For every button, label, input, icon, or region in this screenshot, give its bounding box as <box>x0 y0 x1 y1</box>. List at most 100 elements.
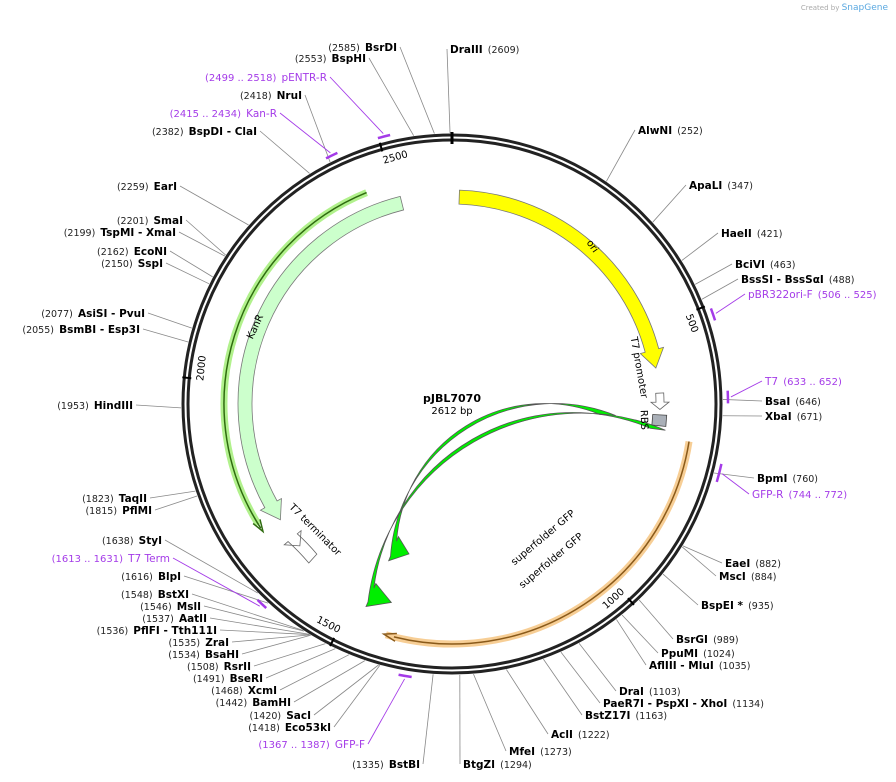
enzyme-label[interactable]: (2150) SspI <box>101 252 163 271</box>
enzyme-name: XcmI <box>248 685 277 697</box>
enzyme-name: BsrDI <box>365 42 397 54</box>
primers: (2499 .. 2518) pENTR-R (2415 .. 2434) Kan… <box>52 66 877 752</box>
enzyme-label[interactable]: HaeII (421) <box>721 222 782 241</box>
primer-range: (744 .. 772) <box>788 490 847 501</box>
enzyme-name: ApaLI <box>689 180 722 192</box>
primer-label[interactable]: (1367 .. 1387) GFP-F <box>258 733 365 752</box>
enzyme-label[interactable]: BtgZI (1294) <box>463 753 532 772</box>
primer-label[interactable]: T7 (633 .. 652) <box>764 370 842 389</box>
enzyme-label[interactable]: AclI (1222) <box>551 723 610 742</box>
tick-label: 2000 <box>195 355 208 381</box>
enzyme-label[interactable]: (2199) TspMI - XmaI <box>64 221 176 240</box>
enzyme-label[interactable]: XbaI (671) <box>765 405 822 424</box>
primer-leader-line <box>329 76 384 134</box>
enzyme-label[interactable]: (1418) Eco53kI <box>248 716 331 735</box>
enzyme-position: (2150) <box>101 259 133 270</box>
primer-leader-line <box>367 678 405 745</box>
enzyme-position: (1953) <box>57 401 89 412</box>
enzyme-label[interactable]: DraI (1103) <box>619 680 681 699</box>
enzyme-leader-line <box>149 490 196 499</box>
enzyme-site: AlwNI (252) <box>606 119 703 182</box>
enzyme-label[interactable]: BsaI (646) <box>765 390 821 409</box>
enzyme-label[interactable]: MfeI (1273) <box>509 740 572 759</box>
enzyme-label[interactable]: (2259) EarI <box>117 175 177 194</box>
feature-kanr <box>237 195 405 521</box>
enzyme-label[interactable]: (1616) BlpI <box>121 565 181 584</box>
enzyme-label[interactable]: (1420) SacI <box>250 704 311 723</box>
enzyme-label[interactable]: EaeI (882) <box>725 552 781 571</box>
enzyme-label[interactable]: (1534) BsaHI <box>168 643 239 662</box>
enzyme-leader-line <box>179 185 249 226</box>
enzyme-label[interactable]: (2162) EcoNI <box>97 240 167 259</box>
enzyme-label[interactable]: (1442) BamHI <box>216 691 291 710</box>
snapgene-credit: Created by SnapGene <box>801 3 888 13</box>
enzyme-label[interactable]: (2055) BsmBI - Esp3I <box>22 318 140 337</box>
enzyme-position: (989) <box>713 635 739 646</box>
primer-name: T7 Term <box>127 553 170 565</box>
enzyme-name: BspHI <box>332 53 366 65</box>
enzyme-label[interactable]: BpmI (760) <box>757 467 818 486</box>
enzyme-label[interactable]: (1508) RsrII <box>187 655 251 674</box>
enzyme-label[interactable]: (2077) AsiSI - PvuI <box>41 302 145 321</box>
primer-range: (2415 .. 2434) <box>170 109 242 120</box>
enzyme-leader-line <box>701 278 739 300</box>
enzyme-label[interactable]: MscI (884) <box>719 565 776 584</box>
enzyme-label[interactable]: AflIII - MluI (1035) <box>649 654 750 673</box>
enzyme-label[interactable]: PaeR7I - PspXI - XhoI (1134) <box>603 692 764 711</box>
orange-feature-line <box>393 441 690 645</box>
primer-label[interactable]: (1613 .. 1631) T7 Term <box>52 547 170 566</box>
enzyme-site: (2418) NruI <box>240 84 331 163</box>
primer-label[interactable]: (2415 .. 2434) Kan-R <box>170 102 277 121</box>
enzyme-label[interactable]: (1953) HindIII <box>57 394 133 413</box>
enzyme-position: (1134) <box>732 699 764 710</box>
enzyme-leader-line <box>231 634 311 643</box>
enzyme-label[interactable]: (1823) TaqII <box>82 487 147 506</box>
enzyme-position: (1335) <box>352 760 384 771</box>
enzyme-label[interactable]: ApaLI (347) <box>689 174 753 193</box>
enzyme-label[interactable]: BstZ17I (1163) <box>585 704 667 723</box>
enzyme-leader-line <box>368 57 415 136</box>
enzyme-label[interactable]: (2201) SmaI <box>117 209 183 228</box>
tick-mark <box>329 637 336 647</box>
enzyme-label[interactable]: AlwNI (252) <box>638 119 703 138</box>
enzyme-site: (1536) PflFI - Tth111I <box>97 619 310 638</box>
enzyme-name: BstBI <box>389 759 420 771</box>
enzyme-label[interactable]: BssSI - BssSαI (488) <box>741 268 854 287</box>
enzyme-site: DraIII (2609) <box>446 38 519 134</box>
enzyme-site: (1616) BlpI <box>121 565 269 604</box>
enzyme-leader-line <box>616 619 647 666</box>
enzyme-name: StyI <box>139 535 162 547</box>
enzyme-label[interactable]: (2553) BspHI <box>295 47 366 66</box>
primer-mark <box>709 307 717 321</box>
enzyme-label[interactable]: (1335) BstBI <box>352 753 420 772</box>
enzyme-name: SacI <box>286 710 311 722</box>
enzyme-label[interactable]: (1815) PflMI <box>85 499 152 518</box>
enzyme-label[interactable]: BsrGI (989) <box>676 628 739 647</box>
enzyme-label[interactable]: (1537) AatII <box>142 607 207 626</box>
enzyme-name: BseRI <box>230 673 263 685</box>
primer-label[interactable]: pBR322ori-F (506 .. 525) <box>748 283 877 302</box>
enzyme-label[interactable]: (1546) MslI <box>140 595 201 614</box>
credit-prefix: Created by <box>800 4 840 12</box>
enzyme-label[interactable]: DraIII (2609) <box>450 38 519 57</box>
enzyme-label[interactable]: BciVI (463) <box>735 253 796 272</box>
primer-label[interactable]: (2499 .. 2518) pENTR-R <box>205 66 327 85</box>
primer-label[interactable]: GFP-R (744 .. 772) <box>752 483 847 502</box>
enzyme-label[interactable]: (1535) ZraI <box>169 631 229 650</box>
enzyme-label[interactable]: (2585) BsrDI <box>328 36 397 55</box>
enzyme-leader-line <box>313 664 379 716</box>
enzyme-site: (1335) BstBI <box>352 674 434 772</box>
enzyme-name: AclI <box>551 729 573 741</box>
enzyme-label[interactable]: (2418) NruI <box>240 84 302 103</box>
plasmid-length: 2612 bp <box>431 406 472 417</box>
enzyme-site: (2553) BspHI <box>295 47 415 136</box>
enzyme-label[interactable]: (1536) PflFI - Tth111I <box>97 619 217 638</box>
enzyme-label[interactable]: BspEI * (935) <box>701 594 774 613</box>
enzyme-site: XbaI (671) <box>722 405 822 424</box>
enzyme-label[interactable]: (2382) BspDI - ClaI <box>152 120 257 139</box>
enzyme-label[interactable]: (1548) BstXI <box>121 583 189 602</box>
enzyme-label[interactable]: (1468) XcmI <box>211 679 277 698</box>
enzyme-label[interactable]: (1491) BseRI <box>193 667 263 686</box>
enzyme-label[interactable]: PpuMI (1024) <box>661 642 735 661</box>
enzyme-label[interactable]: (1638) StyI <box>102 529 162 548</box>
